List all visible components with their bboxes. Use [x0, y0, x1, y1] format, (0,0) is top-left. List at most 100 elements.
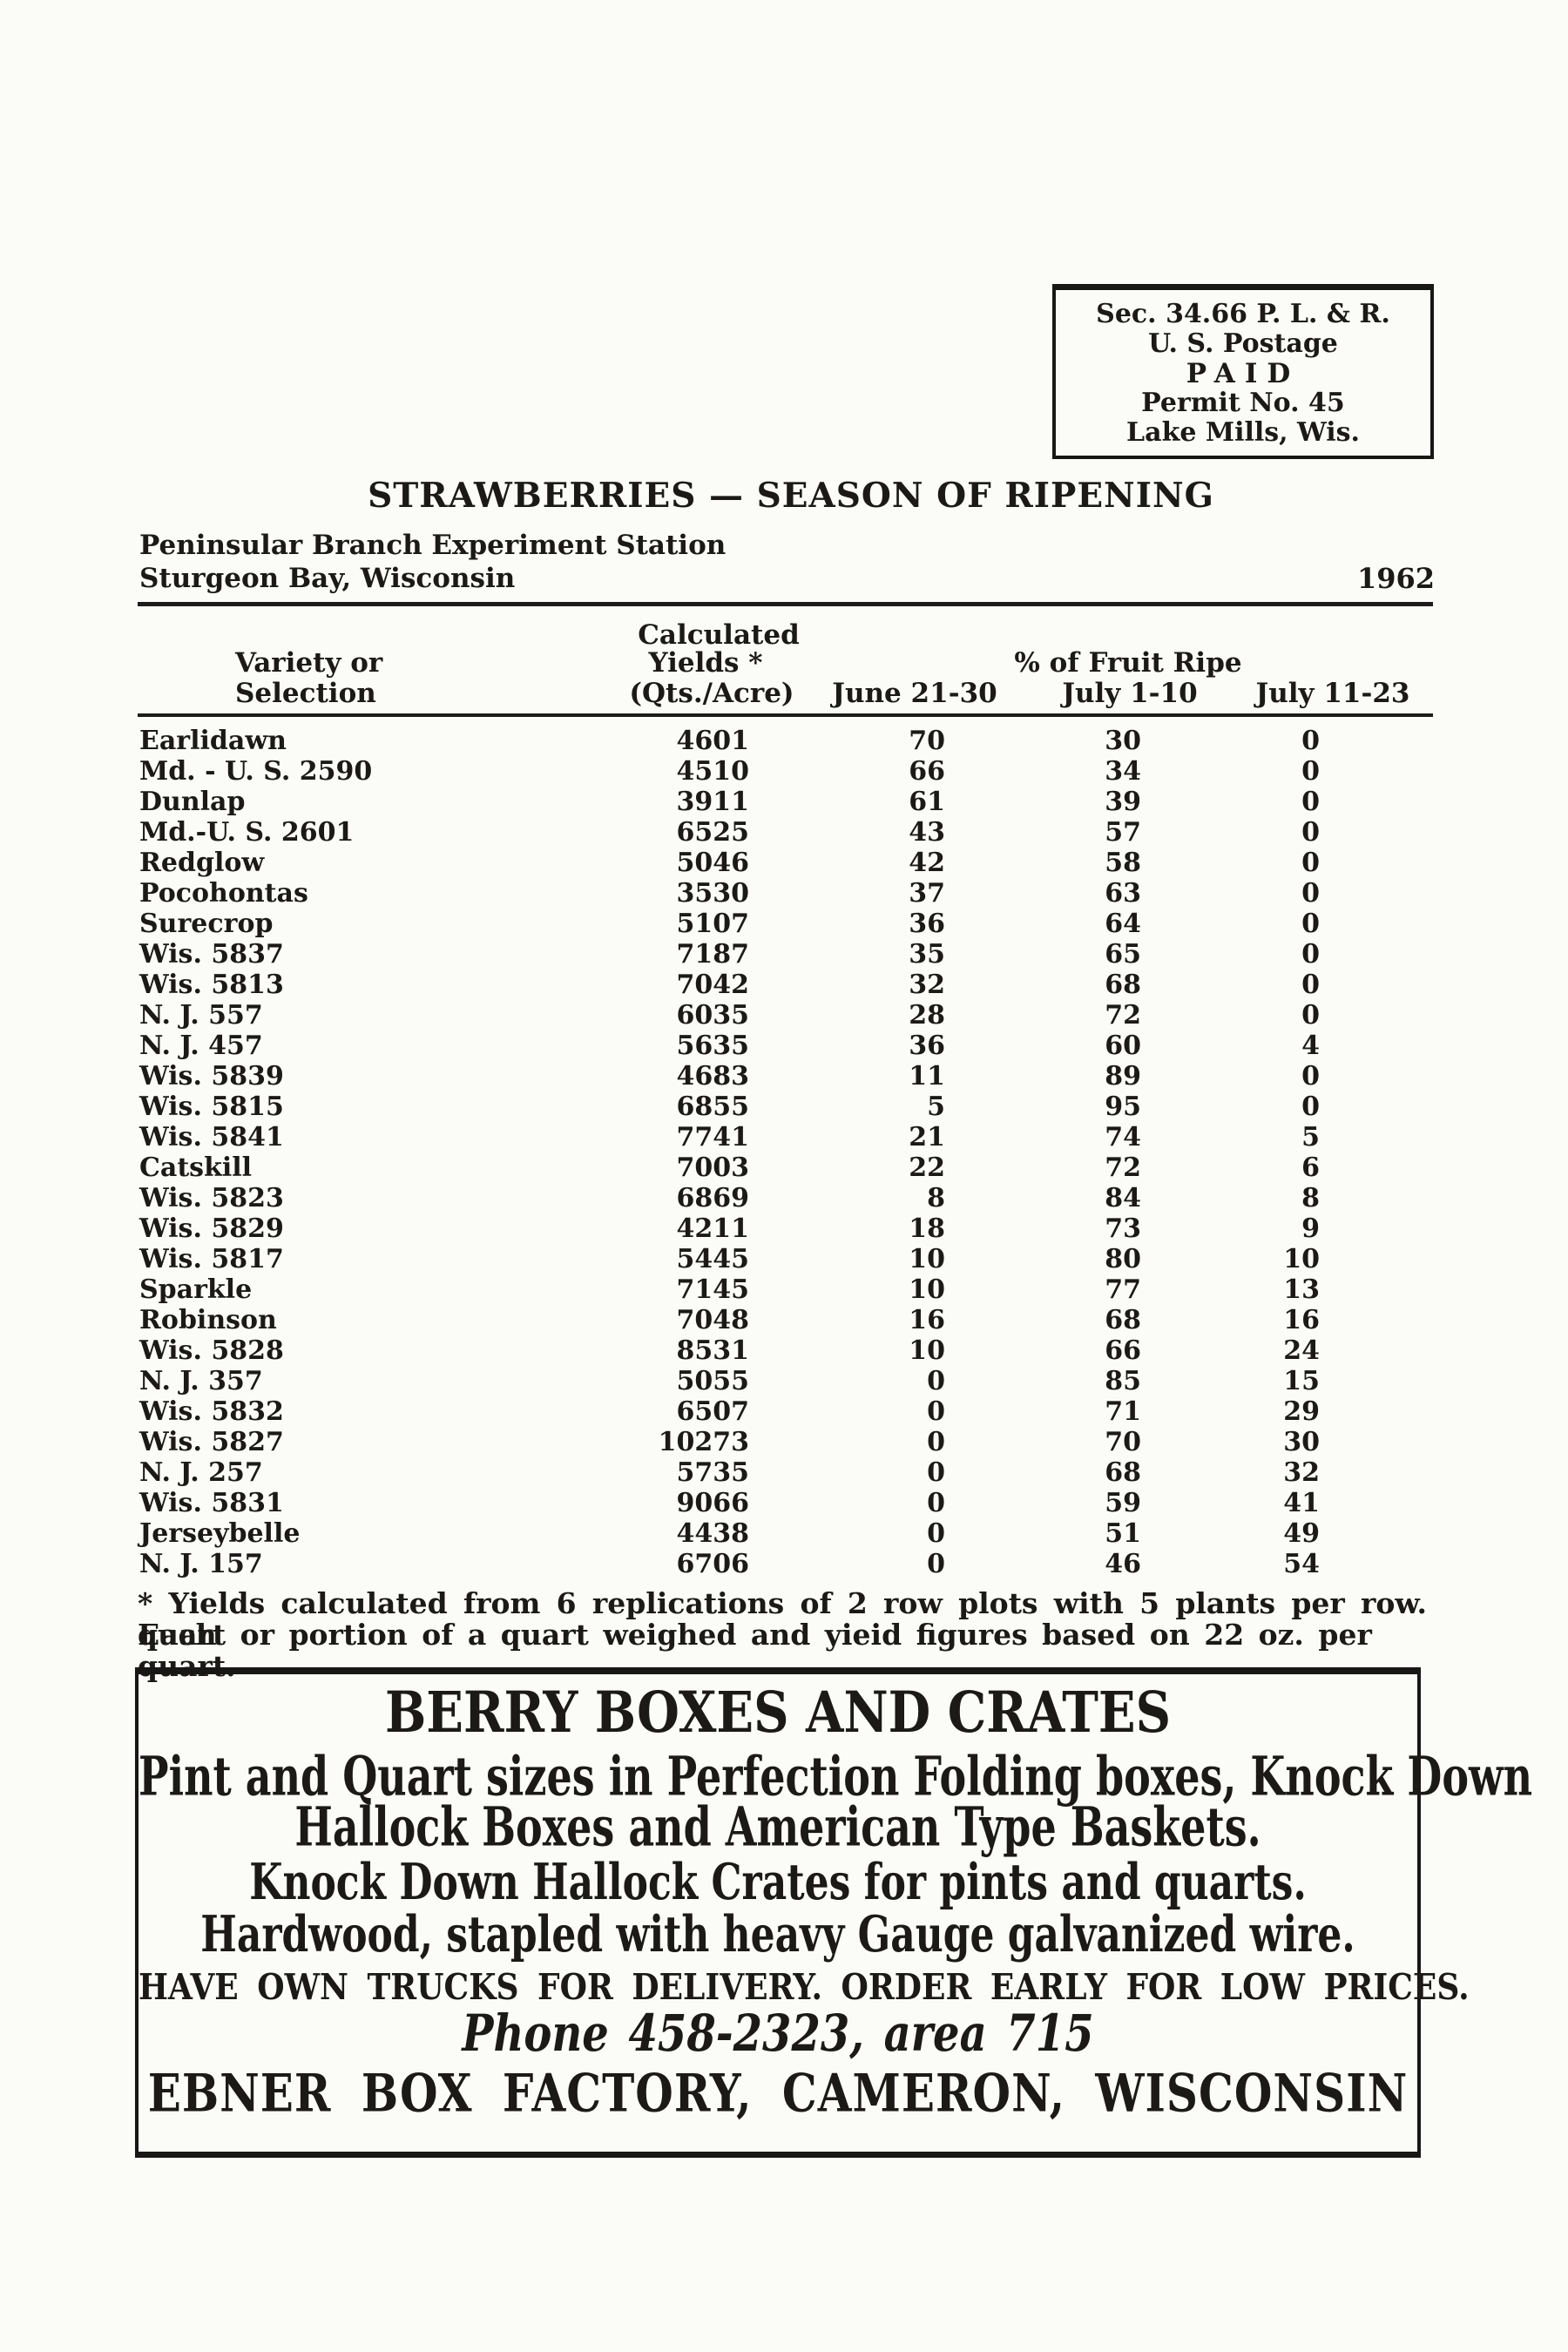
july-early-cell: 73 — [1105, 1213, 1141, 1244]
july-early-cell: 66 — [1105, 1335, 1141, 1366]
july-early-cell: 95 — [1105, 1092, 1141, 1122]
july-early-cell: 39 — [1105, 787, 1141, 817]
july-early-cell: 80 — [1105, 1244, 1141, 1274]
june-cell: 32 — [909, 970, 945, 1000]
col-header-calculated: Calculated — [638, 619, 800, 651]
variety-cell: N. J. 457 — [139, 1031, 263, 1061]
row-spacer — [1320, 1396, 1433, 1427]
rule-below-header — [138, 713, 1433, 717]
footnote-line-2: quart or portion of a quart weighed and … — [138, 1618, 1372, 1683]
variety-cell: Jerseybelle — [139, 1518, 301, 1549]
yield-cell: 8531 — [676, 1335, 750, 1366]
june-cell: 21 — [909, 1122, 945, 1152]
july-late-cell: 0 — [1301, 817, 1320, 848]
july-late-cell: 0 — [1301, 939, 1320, 970]
june-cell: 11 — [909, 1061, 945, 1092]
yield-cell: 5046 — [676, 848, 750, 878]
july-early-cell: 72 — [1105, 1000, 1141, 1031]
variety-cell: Wis. 5832 — [139, 1396, 284, 1427]
variety-cell: Pocohontas — [139, 878, 308, 909]
table-row: N. J. 357 5055 0 85 15 — [139, 1366, 1433, 1396]
yield-cell: 4438 — [676, 1518, 750, 1549]
ripening-table: Earlidawn 4601 70 30 0 Md. - U. S. 2590 4510 66… — [139, 726, 1433, 1579]
june-cell: 61 — [909, 787, 945, 817]
row-spacer — [1320, 878, 1433, 909]
variety-cell: Wis. 5837 — [139, 939, 284, 970]
table-row: Md. - U. S. 2590 4510 66 34 0 — [139, 756, 1433, 787]
yield-cell: 5055 — [676, 1366, 750, 1396]
table-row: Robinson 7048 16 68 16 — [139, 1305, 1433, 1335]
yield-cell: 5445 — [676, 1244, 750, 1274]
col-header-july-early: July 1-10 — [1062, 678, 1198, 709]
variety-cell: Wis. 5828 — [139, 1335, 284, 1366]
june-cell: 36 — [909, 1031, 945, 1061]
row-spacer — [1320, 1152, 1433, 1183]
yield-cell: 3911 — [676, 787, 750, 817]
row-spacer — [1320, 1213, 1433, 1244]
table-row: Wis. 5839 4683 11 89 0 — [139, 1061, 1433, 1092]
table-row: Wis. 5813 7042 32 68 0 — [139, 970, 1433, 1000]
variety-cell: Md. - U. S. 2590 — [139, 756, 373, 787]
july-early-cell: 70 — [1105, 1427, 1141, 1457]
table-row: N. J. 257 5735 0 68 32 — [139, 1457, 1433, 1488]
row-spacer — [1320, 1335, 1433, 1366]
june-cell: 43 — [909, 817, 945, 848]
variety-cell: Robinson — [139, 1305, 277, 1335]
table-row: Wis. 5823 6869 8 84 8 — [139, 1183, 1433, 1213]
july-late-cell: 0 — [1301, 787, 1320, 817]
postage-city-line: Lake Mills, Wis. — [1126, 417, 1360, 448]
table-row: Wis. 5828 8531 10 66 24 — [139, 1335, 1433, 1366]
ad-line-hallock: Hallock Boxes and American Type Baskets. — [294, 1794, 1261, 1859]
july-late-cell: 0 — [1301, 909, 1320, 939]
june-cell: 0 — [927, 1366, 945, 1396]
july-early-cell: 68 — [1105, 970, 1141, 1000]
june-cell: 0 — [927, 1518, 945, 1549]
july-late-cell: 0 — [1301, 756, 1320, 787]
variety-cell: Catskill — [139, 1152, 253, 1183]
yield-cell: 6507 — [676, 1396, 750, 1427]
yield-cell: 7003 — [676, 1152, 750, 1183]
row-spacer — [1320, 1488, 1433, 1518]
table-body: Earlidawn 4601 70 30 0 Md. - U. S. 2590 4510 66… — [139, 726, 1433, 1579]
variety-cell: Wis. 5827 — [139, 1427, 284, 1457]
july-late-cell: 0 — [1301, 1061, 1320, 1092]
variety-cell: Wis. 5839 — [139, 1061, 284, 1092]
july-late-cell: 6 — [1301, 1152, 1320, 1183]
col-header-yields: Yields * — [648, 647, 763, 679]
row-spacer — [1320, 1244, 1433, 1274]
table-row: Wis. 5827 10273 0 70 30 — [139, 1427, 1433, 1457]
row-spacer — [1320, 1031, 1433, 1061]
variety-cell: Wis. 5823 — [139, 1183, 284, 1213]
july-early-cell: 72 — [1105, 1152, 1141, 1183]
variety-cell: N. J. 357 — [139, 1366, 263, 1396]
july-early-cell: 65 — [1105, 939, 1141, 970]
postage-paid-line: PAID — [1186, 358, 1301, 389]
july-late-cell: 0 — [1301, 726, 1320, 756]
year-label: 1962 — [1356, 562, 1435, 595]
yield-cell: 7048 — [676, 1305, 750, 1335]
july-early-cell: 30 — [1105, 726, 1141, 756]
table-row: Catskill 7003 22 72 6 — [139, 1152, 1433, 1183]
july-early-cell: 68 — [1105, 1305, 1141, 1335]
ad-title: BERRY BOXES AND CRATES — [384, 1680, 1172, 1746]
table-row: Wis. 5815 6855 5 95 0 — [139, 1092, 1433, 1122]
june-cell: 10 — [909, 1244, 945, 1274]
yield-cell: 5635 — [676, 1031, 750, 1061]
row-spacer — [1320, 726, 1433, 756]
row-spacer — [1320, 1000, 1433, 1031]
row-spacer — [1320, 909, 1433, 939]
june-cell: 37 — [909, 878, 945, 909]
station-line-1: Peninsular Branch Experiment Station — [139, 530, 727, 561]
yield-cell: 6855 — [676, 1092, 750, 1122]
july-early-cell: 68 — [1105, 1457, 1141, 1488]
variety-cell: Wis. 5831 — [139, 1488, 284, 1518]
col-header-pct-ripe: % of Fruit Ripe — [1014, 647, 1242, 679]
june-cell: 8 — [927, 1183, 945, 1213]
july-late-cell: 13 — [1283, 1274, 1320, 1305]
col-header-variety: Variety or — [235, 647, 383, 679]
july-early-cell: 84 — [1105, 1183, 1141, 1213]
yield-cell: 4211 — [676, 1213, 750, 1244]
july-late-cell: 8 — [1301, 1183, 1320, 1213]
july-late-cell: 0 — [1301, 1000, 1320, 1031]
